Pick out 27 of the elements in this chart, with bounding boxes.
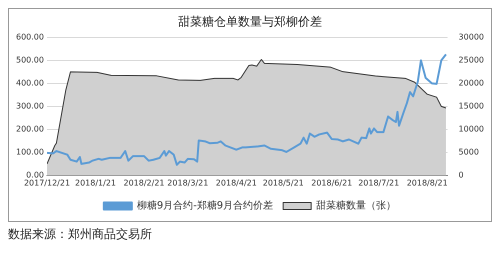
legend-label: 甜菜糖数量（张） (316, 200, 396, 212)
x-tick-label: 2018/8/21 (406, 178, 448, 188)
legend-label: 柳糖9月合约-郑糖9月合约价差 (136, 200, 274, 212)
y2-tick-label: 20000 (458, 78, 484, 88)
x-tick-label: 2018/6/21 (311, 178, 352, 188)
y-tick-label: 400.00 (16, 78, 44, 88)
y-tick-label: 600.00 (16, 32, 44, 42)
y2-tick-label: 15000 (458, 101, 484, 110)
x-tick-label: 2018/4/21 (216, 178, 257, 188)
x-tick-label: 2018/3/21 (167, 178, 208, 188)
source-note: 数据来源：郑州商品交易所 (8, 226, 153, 243)
x-tick-label: 2017/12/21 (24, 178, 70, 188)
y2-tick-label: 25000 (458, 55, 484, 64)
x-tick-label: 2018/2/21 (123, 178, 165, 188)
y-tick-label: 100.00 (16, 147, 44, 156)
y2-tick-label: 0 (458, 170, 464, 180)
y2-tick-label: 30000 (458, 32, 484, 42)
y2-tick-label: 10000 (458, 124, 484, 134)
x-tick-label: 2018/7/21 (358, 178, 400, 188)
x-tick-label: 2018/1/21 (74, 178, 116, 188)
y-tick-label: 300.00 (16, 101, 44, 110)
y2-tick-label: 5000 (458, 147, 479, 156)
y-tick-label: 0.00 (26, 170, 44, 180)
y-tick-label: 500.00 (16, 55, 44, 64)
x-tick-label: 2018/5/21 (262, 178, 304, 188)
y-tick-label: 200.00 (16, 124, 44, 134)
chart-title: 甜菜糖仓单数量与郑柳价差 (178, 14, 322, 28)
